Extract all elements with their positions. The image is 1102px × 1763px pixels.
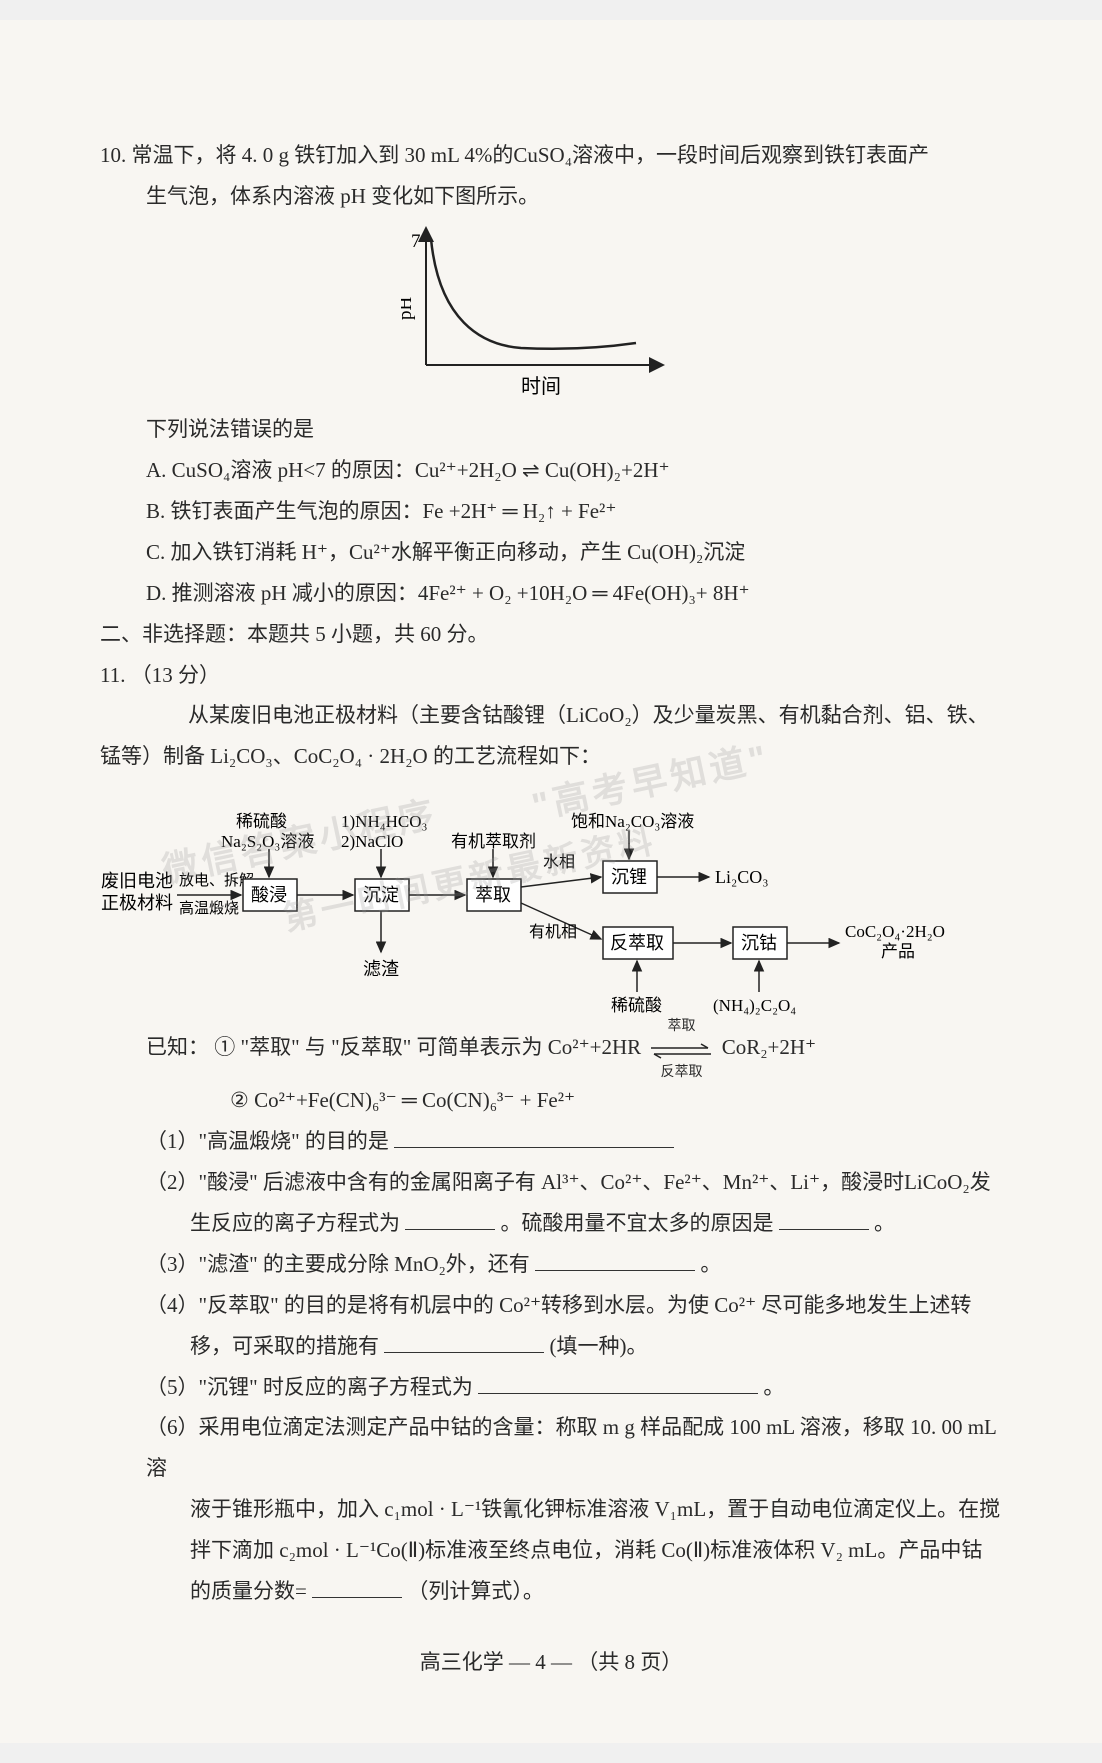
p4-blank[interactable]	[384, 1332, 544, 1353]
flow-above2-l1: 1)NH₄HCO₃	[341, 812, 428, 831]
known-label: 已知：	[146, 1035, 209, 1059]
y-axis-label: pH	[401, 296, 416, 320]
flow-box5-label: 反萃取	[610, 933, 664, 953]
flow-out4-label: Li₂CO₃	[715, 867, 769, 887]
p1-text: （1）"高温煅烧" 的目的是	[146, 1129, 389, 1153]
reversible-arrow: 萃取 反萃取	[646, 1029, 716, 1070]
arrow-top-label: 萃取	[646, 1013, 716, 1040]
exam-page: 10. 常温下，将 4. 0 g 铁钉加入到 30 mL 4%的CuSO₄溶液中…	[0, 20, 1102, 1743]
ph-chart-container: 7 pH 时间	[100, 225, 1002, 405]
q11-part-2-l2: 生反应的离子方程式为 。硫酸用量不宜太多的原因是 。	[100, 1203, 1002, 1244]
p3-blank[interactable]	[535, 1250, 695, 1271]
q11-part-6-l4: 的质量分数= （列计算式）。	[100, 1571, 1002, 1612]
p2-blank-2[interactable]	[779, 1209, 869, 1230]
p6-blank[interactable]	[312, 1577, 402, 1598]
p3-end: 。	[700, 1252, 721, 1276]
p6-l5-text: （列计算式）。	[407, 1579, 544, 1603]
flow-arrow1-bot: 高温煅烧	[179, 900, 239, 917]
q11-part-4-l2: 移，可采取的措施有 (填一种)。	[100, 1326, 1002, 1367]
p2-blank-1[interactable]	[405, 1209, 495, 1230]
section-2-heading: 二、非选择题：本题共 5 小题，共 60 分。	[100, 614, 1002, 655]
flow-out6-l1: CoC₂O₄·2H₂O	[845, 922, 945, 941]
question-10: 10. 常温下，将 4. 0 g 铁钉加入到 30 mL 4%的CuSO₄溶液中…	[100, 135, 1002, 614]
q11-part-2-l1: （2）"酸浸" 后滤液中含有的金属阳离子有 Al³⁺、Co²⁺、Fe²⁺、Mn²…	[100, 1162, 1002, 1203]
known-1-rhs: CoR₂+2H⁺	[722, 1035, 816, 1059]
p1-blank[interactable]	[394, 1127, 674, 1148]
flow-arrow3-bot: 有机相	[529, 923, 577, 941]
p2-l2-text: 生反应的离子方程式为	[190, 1211, 400, 1235]
q10-option-c: C. 加入铁钉消耗 H⁺，Cu²⁺水解平衡正向移动，产生 Cu(OH)₂沉淀	[100, 532, 1002, 573]
q10-number: 10.	[100, 143, 126, 167]
p2-end: 。	[874, 1211, 895, 1235]
flow-above2-l2: 2)NaClO	[341, 832, 403, 851]
flow-input-bot: 正极材料	[101, 893, 173, 913]
q11-part-5: （5）"沉锂" 时反应的离子方程式为 。	[100, 1367, 1002, 1408]
flow-box2-label: 沉淀	[363, 885, 399, 905]
q10-stem-line1: 常温下，将 4. 0 g 铁钉加入到 30 mL 4%的CuSO₄溶液中，一段时…	[132, 143, 930, 167]
p2-l3-text: 。硫酸用量不宜太多的原因是	[501, 1211, 774, 1235]
q11-part-6-l1: （6）采用电位滴定法测定产品中钴的含量：称取 m g 样品配成 100 mL 溶…	[100, 1407, 1002, 1489]
p5-text: （5）"沉锂" 时反应的离子方程式为	[146, 1375, 473, 1399]
q11-part-1: （1）"高温煅烧" 的目的是	[100, 1121, 1002, 1162]
q10-option-a: A. CuSO₄溶液 pH<7 的原因：Cu²⁺+2H₂O ⇌ Cu(OH)₂+…	[100, 450, 1002, 491]
flow-out6-l2: 产品	[881, 942, 915, 961]
q11-part-6-l3: 拌下滴加 c₂mol · L⁻¹Co(Ⅱ)标准液至终点电位，消耗 Co(Ⅱ)标准…	[100, 1530, 1002, 1571]
p6-l4-text: 的质量分数=	[190, 1579, 307, 1603]
flow-below2: 滤渣	[363, 959, 399, 979]
q11-part-6-l2: 液于锥形瓶中，加入 c₁mol · L⁻¹铁氰化钾标准溶液 V₁mL，置于自动电…	[100, 1489, 1002, 1530]
arrow-bot-label: 反萃取	[646, 1059, 716, 1086]
q11-number: 11.	[100, 663, 125, 687]
q10-prompt: 下列说法错误的是	[100, 409, 1002, 450]
flow-below6: (NH₄)₂C₂O₄	[713, 996, 796, 1015]
q10-stem: 10. 常温下，将 4. 0 g 铁钉加入到 30 mL 4%的CuSO₄溶液中…	[100, 135, 1002, 176]
ymax-label: 7	[411, 231, 421, 252]
flow-box6-label: 沉钴	[741, 933, 777, 953]
flow-box4-label: 沉锂	[611, 867, 647, 887]
flow-arrow3-top: 水相	[543, 853, 575, 871]
q11-intro-l1: 从某废旧电池正极材料（主要含钴酸锂（LiCoO₂）及少量炭黑、有机黏合剂、铝、铁…	[100, 695, 1002, 736]
flow-input-top: 废旧电池	[101, 871, 173, 891]
p3-text: （3）"滤渣" 的主要成分除 MnO₂外，还有	[146, 1252, 530, 1276]
flow-above1-l2: Na₂S₂O₃溶液	[221, 832, 314, 851]
q11-points: （13 分）	[131, 663, 220, 687]
q11-part-4-l1: （4）"反萃取" 的目的是将有机层中的 Co²⁺转移到水层。为使 Co²⁺ 尽可…	[100, 1285, 1002, 1326]
p4-l2-text: 移，可采取的措施有	[190, 1334, 379, 1358]
q11-header: 11. （13 分）	[100, 655, 1002, 696]
ph-curve	[431, 239, 636, 349]
flow-split-top	[521, 877, 601, 887]
known-2: ② Co²⁺+Fe(CN)₆³⁻ ═ Co(CN)₆³⁻ + Fe²⁺	[100, 1080, 1002, 1121]
page-footer: 高三化学 — 4 — （共 8 页）	[100, 1642, 1002, 1683]
x-axis-label: 时间	[521, 375, 561, 398]
flow-box1-label: 酸浸	[251, 885, 287, 905]
q10-stem-line2: 生气泡，体系内溶液 pH 变化如下图所示。	[100, 176, 1002, 217]
flow-above3: 有机萃取剂	[451, 832, 536, 851]
p5-end: 。	[763, 1375, 784, 1399]
q10-option-d: D. 推测溶液 pH 减小的原因：4Fe²⁺ + O₂ +10H₂O ═ 4Fe…	[100, 573, 1002, 614]
question-11: 11. （13 分） 从某废旧电池正极材料（主要含钴酸锂（LiCoO₂）及少量炭…	[100, 655, 1002, 1613]
flowchart-svg: 废旧电池 正极材料 放电、拆解 高温煅烧 酸浸 稀硫酸 Na₂S₂O₃溶液 沉淀…	[101, 787, 1001, 1017]
q11-intro-l2: 锰等）制备 Li₂CO₃、CoC₂O₄ · 2H₂O 的工艺流程如下：	[100, 736, 1002, 777]
known-1-lhs: ① "萃取" 与 "反萃取" 可简单表示为 Co²⁺+2HR	[214, 1035, 641, 1059]
p4-l3-text: (填一种)。	[550, 1334, 648, 1358]
q11-part-3: （3）"滤渣" 的主要成分除 MnO₂外，还有 。	[100, 1244, 1002, 1285]
p5-blank[interactable]	[478, 1373, 758, 1394]
flow-above1-l1: 稀硫酸	[236, 812, 287, 831]
q11-known: 已知： ① "萃取" 与 "反萃取" 可简单表示为 Co²⁺+2HR 萃取 反萃…	[100, 1027, 1002, 1070]
flow-box3-label: 萃取	[475, 885, 511, 905]
process-flowchart: "高考早知道" 微信答案小程序 第一时间更新最新资料 废旧电池 正极材料 放电、…	[100, 787, 1002, 1017]
flow-above4: 饱和Na₂CO₃溶液	[571, 812, 694, 831]
ph-time-chart: 7 pH 时间	[401, 225, 701, 405]
q10-option-b: B. 铁钉表面产生气泡的原因：Fe +2H⁺ ═ H₂↑ + Fe²⁺	[100, 491, 1002, 532]
